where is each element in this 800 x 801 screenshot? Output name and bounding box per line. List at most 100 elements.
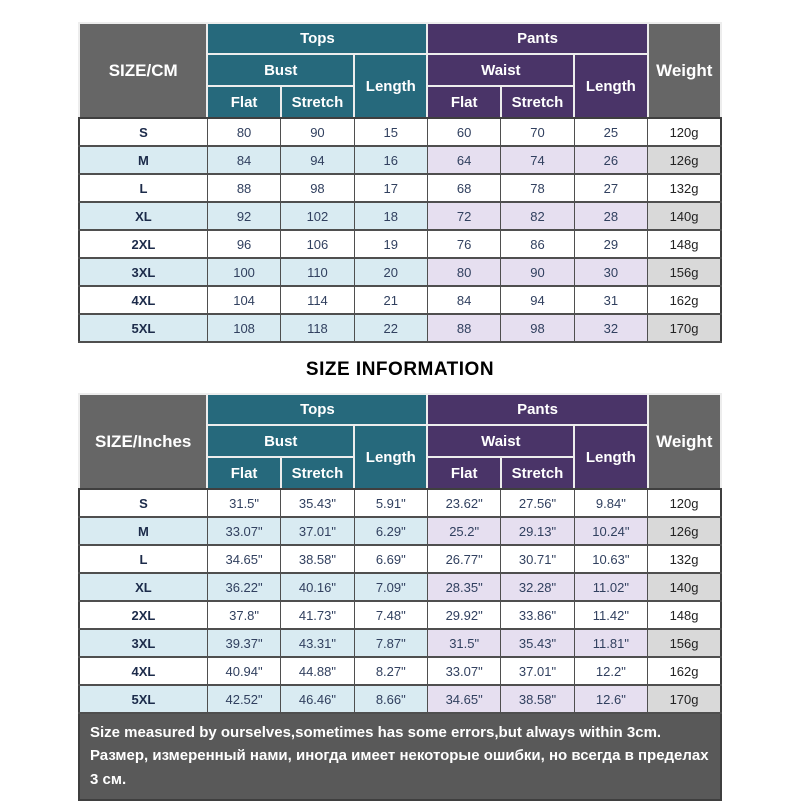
size-table-inches-header: SIZE/Inches Tops Pants Weight Bust Lengt… (77, 393, 723, 490)
bust-stretch-cell: 40.16" (280, 572, 355, 602)
waist-stretch-cell: 27.56" (500, 488, 575, 518)
pants-length-cell: 11.81" (573, 628, 649, 658)
size-cell: 3XL (78, 257, 208, 287)
tops-length-cell: 6.69" (353, 544, 428, 574)
size-row: 2XL 37.8" 41.73" 7.48" 29.92" 33.86" 11.42" 148… (78, 600, 722, 630)
bust-flat-cell: 104 (206, 285, 282, 315)
weight-cell: 120g (647, 488, 722, 518)
tops-length-cell: 5.91" (353, 488, 428, 518)
pants-length-cell: 12.2" (573, 656, 649, 686)
waist-stretch-cell: 74 (500, 145, 575, 175)
waist-header: Waist (426, 424, 576, 458)
tops-header: Tops (206, 22, 429, 55)
weight-cell: 156g (647, 257, 722, 287)
pants-length-cell: 10.63" (573, 544, 649, 574)
size-cell: XL (78, 572, 208, 602)
bust-flat-cell: 39.37" (206, 628, 282, 658)
size-row: XL 92 102 18 72 82 28 140g (78, 201, 722, 231)
waist-stretch-cell: 32.28" (500, 572, 575, 602)
weight-cell: 132g (647, 173, 722, 203)
bust-stretch-cell: 118 (280, 313, 355, 343)
bust-stretch-cell: 94 (280, 145, 355, 175)
size-row: S 31.5" 35.43" 5.91" 23.62" 27.56" 9.84" 120g (78, 488, 722, 518)
bust-flat-cell: 36.22" (206, 572, 282, 602)
weight-cell: 132g (647, 544, 722, 574)
size-row: L 34.65" 38.58" 6.69" 26.77" 30.71" 10.63" 132g (78, 544, 722, 574)
bust-flat-cell: 31.5" (206, 488, 282, 518)
weight-cell: 126g (647, 145, 722, 175)
pants-length-header: Length (573, 53, 649, 119)
pants-length-cell: 32 (573, 313, 649, 343)
size-table-cm-body: S 80 90 15 60 70 25 120g M 84 94 16 64 74 26 126g L 88 98 1… (78, 117, 722, 343)
size-table-inches-body: S 31.5" 35.43" 5.91" 23.62" 27.56" 9.84" 120g M 3… (78, 488, 722, 714)
pants-header: Pants (426, 22, 649, 55)
weight-cell: 162g (647, 285, 722, 315)
pants-length-cell: 26 (573, 145, 649, 175)
bust-stretch-cell: 38.58" (280, 544, 355, 574)
waist-stretch-header: Stretch (499, 85, 576, 119)
bust-stretch-cell: 35.43" (280, 488, 355, 518)
waist-flat-cell: 23.62" (426, 488, 502, 518)
disclaimer-line-en: Size measured by ourselves,sometimes has… (90, 724, 662, 741)
waist-flat-cell: 64 (426, 145, 502, 175)
waist-flat-cell: 26.77" (426, 544, 502, 574)
bust-stretch-cell: 106 (280, 229, 355, 259)
waist-flat-cell: 33.07" (426, 656, 502, 686)
waist-stretch-cell: 33.86" (500, 600, 575, 630)
tops-length-cell: 8.66" (353, 684, 428, 714)
size-cell: XL (78, 201, 208, 231)
weight-header: Weight (646, 393, 723, 490)
bust-flat-cell: 34.65" (206, 544, 282, 574)
waist-flat-cell: 88 (426, 313, 502, 343)
weight-cell: 148g (647, 229, 722, 259)
weight-cell: 170g (647, 684, 722, 714)
pants-length-cell: 9.84" (573, 488, 649, 518)
page-title: SIZE INFORMATION (305, 359, 495, 380)
size-table-cm: SIZE/CM Tops Pants Weight Bust Length Wa… (77, 22, 723, 343)
waist-stretch-header: Stretch (499, 456, 576, 490)
size-table-cm-header: SIZE/CM Tops Pants Weight Bust Length Wa… (77, 22, 723, 119)
size-cell: 2XL (78, 600, 208, 630)
waist-stretch-cell: 82 (500, 201, 575, 231)
waist-stretch-cell: 37.01" (500, 656, 575, 686)
weight-cell: 162g (647, 656, 722, 686)
tops-length-header: Length (353, 53, 429, 119)
pants-length-cell: 10.24" (573, 516, 649, 546)
size-cell: 4XL (78, 285, 208, 315)
size-table-inches: SIZE/Inches Tops Pants Weight Bust Lengt… (77, 393, 723, 714)
tops-length-cell: 17 (353, 173, 428, 203)
tops-length-cell: 20 (353, 257, 428, 287)
pants-length-cell: 29 (573, 229, 649, 259)
size-cell: M (78, 516, 208, 546)
measurement-disclaimer: Size measured by ourselves,sometimes has… (78, 714, 722, 801)
bust-stretch-cell: 46.46" (280, 684, 355, 714)
tops-length-header: Length (353, 424, 429, 490)
waist-flat-cell: 80 (426, 257, 502, 287)
bust-flat-header: Flat (206, 85, 282, 119)
bust-flat-cell: 92 (206, 201, 282, 231)
bust-stretch-cell: 110 (280, 257, 355, 287)
size-row: M 84 94 16 64 74 26 126g (78, 145, 722, 175)
waist-stretch-cell: 98 (500, 313, 575, 343)
bust-flat-cell: 96 (206, 229, 282, 259)
pants-length-cell: 27 (573, 173, 649, 203)
bust-flat-cell: 42.52" (206, 684, 282, 714)
pants-length-cell: 11.42" (573, 600, 649, 630)
tops-length-cell: 19 (353, 229, 428, 259)
size-row: XL 36.22" 40.16" 7.09" 28.35" 32.28" 11.02" 140… (78, 572, 722, 602)
size-cell: S (78, 488, 208, 518)
size-cell: 4XL (78, 656, 208, 686)
waist-stretch-cell: 35.43" (500, 628, 575, 658)
size-row: M 33.07" 37.01" 6.29" 25.2" 29.13" 10.24" 126g (78, 516, 722, 546)
weight-cell: 140g (647, 201, 722, 231)
size-row: 4XL 40.94" 44.88" 8.27" 33.07" 37.01" 12.2" 162… (78, 656, 722, 686)
pants-length-cell: 12.6" (573, 684, 649, 714)
tops-length-cell: 7.09" (353, 572, 428, 602)
bust-flat-cell: 84 (206, 145, 282, 175)
weight-cell: 120g (647, 117, 722, 147)
size-row: 4XL 104 114 21 84 94 31 162g (78, 285, 722, 315)
bust-stretch-cell: 43.31" (280, 628, 355, 658)
size-row: L 88 98 17 68 78 27 132g (78, 173, 722, 203)
waist-flat-cell: 28.35" (426, 572, 502, 602)
tops-length-cell: 15 (353, 117, 428, 147)
